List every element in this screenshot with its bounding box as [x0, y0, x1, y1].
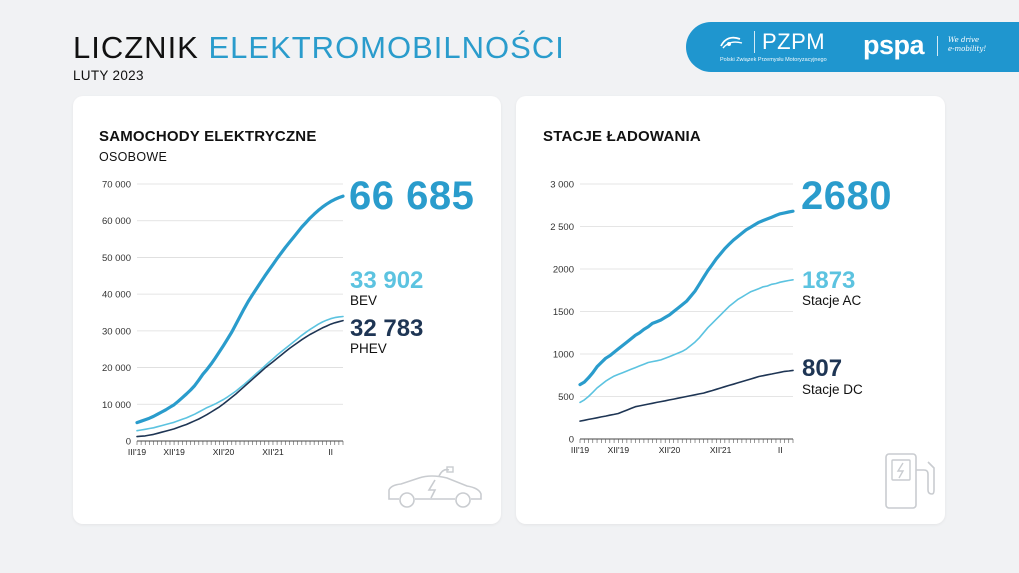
partner-logos-bar: PZPM Polski Związek Przemysłu Motoryzacy…: [686, 22, 1019, 72]
charging-station-icon: [885, 453, 935, 509]
cars-y-tick-label: 70 000: [102, 180, 131, 191]
cars-x-tick-label: XII'19: [163, 447, 185, 457]
stations-y-tick-label: 1500: [553, 307, 574, 318]
stations-series-line-0: [578, 209, 795, 387]
cars-x-tick-label: II: [328, 447, 333, 457]
pspa-separator: [937, 36, 938, 56]
stations-series-line-1: [579, 279, 794, 404]
cars-x-tick-label: XII'21: [262, 447, 284, 457]
cars-phev-value: 32 783: [350, 315, 424, 342]
stations-x-tick-label: III'19: [571, 445, 589, 455]
cars-total-value: 66 685: [349, 174, 475, 218]
stations-ac-label: Stacje AC: [802, 293, 862, 308]
cars-card: SAMOCHODY ELEKTRYCZNE OSOBOWE 0 10 000 20 …: [73, 96, 501, 524]
stations-y-tick-label: 2 500: [550, 222, 574, 233]
cars-line-chart: 0 10 000 20 000 30 000 40 000 50 000 60 000 70 …: [102, 180, 345, 457]
cars-series-line-1: [136, 315, 344, 432]
cars-x-tick-label: XII'20: [213, 447, 235, 457]
page-subtitle: LUTY 2023: [73, 68, 144, 83]
stations-y-tick-label: 500: [558, 392, 574, 403]
pspa-logo-text: pspa: [863, 30, 925, 60]
stations-y-tick-label: 1000: [553, 350, 574, 361]
cars-series-line-0: [135, 194, 345, 425]
page-title-part2: ELEKTROMOBILNOŚCI: [208, 30, 565, 65]
stations-series-line-2: [579, 369, 794, 422]
stations-total-value: 2680: [801, 174, 892, 218]
pzpm-separator: [754, 31, 755, 53]
page-title-part1: LICZNIK: [73, 30, 209, 65]
pzpm-logo-icon: [720, 36, 743, 49]
stations-card: STACJE ŁADOWANIA 0 500 1000 1500 2000 2 500 3 …: [516, 96, 945, 524]
stations-y-tick-label: 2000: [553, 265, 574, 276]
stations-x-tick-label: XII'21: [710, 445, 732, 455]
stations-card-title: STACJE ŁADOWANIA: [543, 128, 701, 145]
stations-ac-value: 1873: [802, 267, 856, 294]
stations-dc-label: Stacje DC: [802, 382, 863, 397]
cars-y-tick-label: 60 000: [102, 216, 131, 227]
pspa-tagline-line2: e-mobility!: [948, 45, 987, 53]
pspa-tagline-line1: We drive: [948, 36, 980, 44]
pzpm-full-name: Polski Związek Przemysłu Motoryzacyjnego: [720, 57, 827, 63]
stations-x-tick-label: XII'19: [608, 445, 630, 455]
cars-x-tick-label: III'19: [128, 447, 146, 457]
cars-card-title: SAMOCHODY ELEKTRYCZNE: [99, 128, 317, 145]
cars-y-tick-label: 30 000: [102, 326, 131, 337]
electric-car-icon: [388, 466, 482, 508]
cars-y-tick-label: 50 000: [102, 253, 131, 264]
pspa-tagline: We drive e-mobility!: [948, 36, 986, 54]
cars-y-tick-label: 20 000: [102, 363, 131, 374]
stations-y-tick-label: 3 000: [550, 180, 574, 191]
cars-bev-value: 33 902: [350, 267, 424, 294]
cars-phev-label: PHEV: [350, 341, 387, 356]
stations-x-tick-label: II: [778, 445, 783, 455]
stations-x-tick-label: XII'20: [659, 445, 681, 455]
stations-dc-value: 807: [802, 355, 843, 382]
page-title: LICZNIK ELEKTROMOBILNOŚCI: [73, 30, 565, 66]
cars-y-tick-label: 10 000: [102, 400, 131, 411]
cars-y-tick-label: 40 000: [102, 290, 131, 301]
cars-bev-label: BEV: [350, 293, 378, 308]
pzpm-logo-text: PZPM: [762, 29, 826, 54]
stations-line-chart: 0 500 1000 1500 2000 2 500 3 000 III'19 XII'19 XI…: [550, 180, 795, 455]
cars-y-tick-label: 0: [126, 437, 131, 448]
cars-series-line-2: [136, 319, 344, 438]
cars-card-subtitle: OSOBOWE: [99, 150, 168, 164]
stations-y-tick-label: 0: [569, 435, 574, 446]
